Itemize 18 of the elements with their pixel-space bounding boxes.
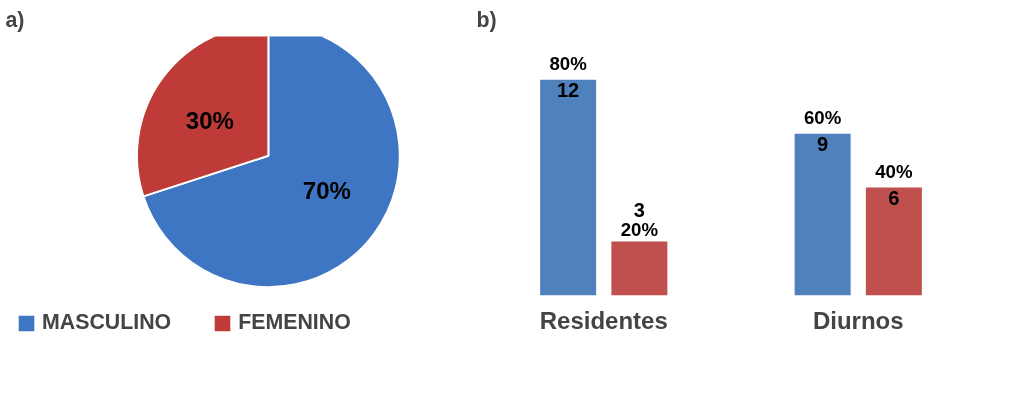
text: 80%: [549, 53, 588, 75]
annotation: 40%: [875, 161, 913, 183]
data-label: 6: [888, 187, 900, 210]
data-label: 30%: [185, 107, 234, 135]
x-tick-label: Residentes: [539, 306, 668, 334]
bar: [611, 241, 668, 296]
bar: [540, 79, 597, 296]
legend-label: MASCULINO: [42, 310, 172, 335]
annotation: 60%: [803, 107, 842, 129]
data-label: 9: [817, 133, 829, 156]
legend-label: FEMENINO: [238, 310, 351, 335]
bar: [865, 187, 922, 296]
chart-title: b): [476, 7, 497, 32]
bar: [794, 133, 851, 296]
data-label: 70%: [302, 177, 351, 205]
x-tick-label: Diurnos: [812, 306, 904, 334]
data-label: 12: [557, 79, 580, 102]
chart-title: a): [5, 7, 25, 32]
